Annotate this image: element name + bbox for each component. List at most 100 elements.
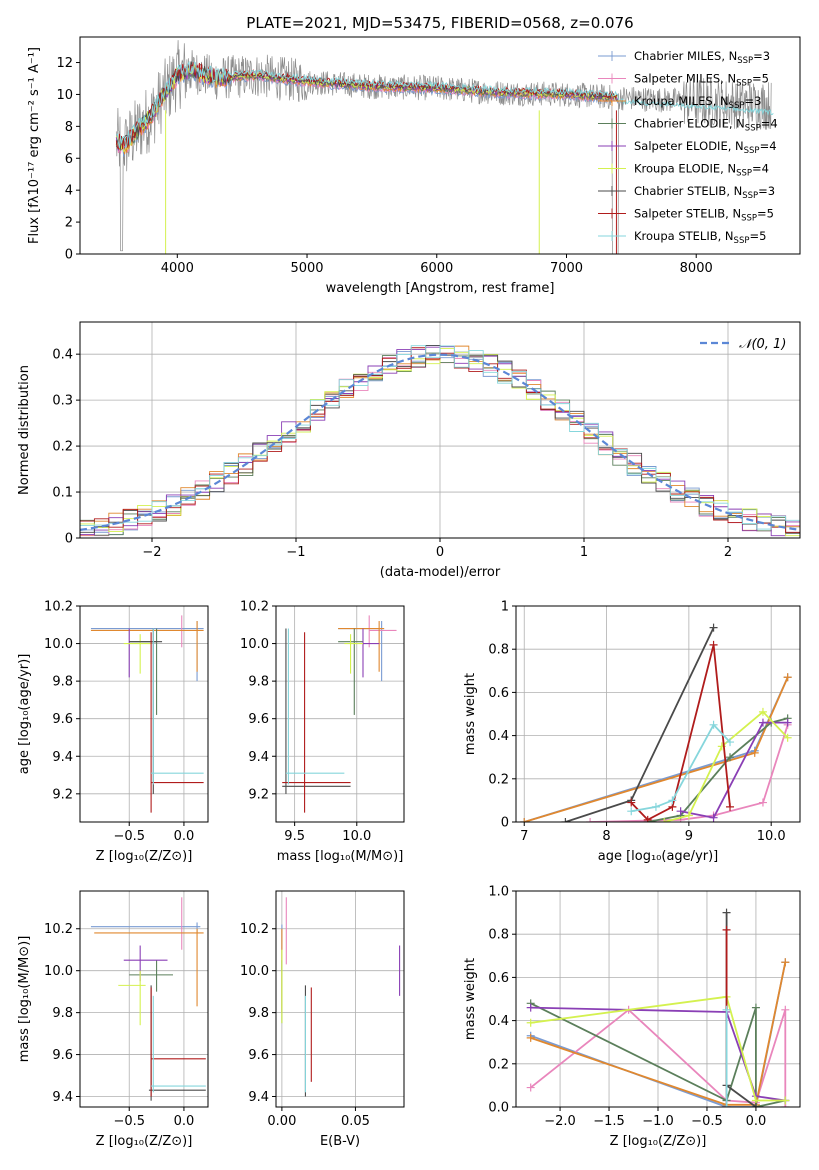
y-tick-label: 1.0 — [488, 885, 509, 900]
mass-weight-line — [565, 627, 715, 822]
mass-weight-point — [781, 958, 790, 967]
y-tick-label: 0.6 — [488, 971, 509, 986]
y-axis-label: age [log₁₀(age/yr)] — [17, 654, 32, 775]
y-tick-label: 9.2 — [248, 787, 269, 802]
mass-weight-line — [530, 995, 786, 1102]
x-tick-label: −0.5 — [113, 1114, 145, 1129]
panel-age_vs_mass: 9.5 10.0 9.2 9.4 9.6 9.8 10.0 10.2 mass [log₁₀(M… — [240, 600, 405, 864]
x-tick-label: 7000 — [550, 261, 583, 276]
panel-massweight_vs_Z: −2.0 −1.5 −1.0 −0.5 0.0 0.0 0.2 0.4 0.6 0.8 1.0 Z [… — [463, 885, 801, 1149]
plot-area — [281, 897, 401, 1097]
chart-title: PLATE=2021, MJD=53475, FIBERID=0568, z=0… — [246, 14, 633, 32]
x-tick-label: 0.0 — [174, 1114, 195, 1129]
x-tick-label: 0.0 — [746, 1114, 767, 1129]
mass-weight-point — [783, 718, 792, 727]
legend-label: Chabrier ELODIE, NSSP=4 — [634, 117, 778, 134]
y-tick-label: 9.6 — [52, 712, 73, 727]
mass-weight-point — [526, 1018, 535, 1027]
axes-frame — [79, 36, 801, 255]
x-tick-label: 4000 — [161, 261, 194, 276]
y-tick-label: 0.0 — [488, 1101, 509, 1116]
y-tick-label: 0.8 — [488, 643, 509, 658]
y-tick-label: 9.4 — [52, 750, 73, 765]
x-tick-label: 9 — [685, 829, 693, 844]
spectrum-model-line — [116, 60, 774, 149]
y-tick-label: 0.2 — [488, 772, 509, 787]
mass-weight-point — [722, 1005, 731, 1014]
mass-weight-point — [758, 798, 767, 807]
plot-area — [520, 623, 792, 822]
y-tick-label: 0.4 — [488, 1014, 509, 1029]
legend-label: 𝒩(0, 1) — [739, 337, 786, 352]
plot-area — [80, 345, 800, 537]
mass-weight-point — [781, 1096, 790, 1105]
y-tick-label: 12 — [56, 56, 73, 71]
x-tick-label: 5000 — [290, 261, 323, 276]
plot-area — [90, 615, 204, 813]
mass-weight-point — [627, 807, 636, 816]
y-tick-label: 10.2 — [240, 600, 269, 615]
y-tick-label: 0 — [65, 248, 73, 263]
x-tick-label: 1 — [580, 545, 588, 560]
mass-weight-point — [750, 748, 759, 757]
legend-label: Salpeter STELIB, NSSP=5 — [634, 207, 774, 224]
y-tick-label: 9.8 — [248, 675, 269, 690]
mass-weight-point — [561, 818, 570, 822]
y-tick-label: 0.2 — [488, 1057, 509, 1072]
y-tick-label: 10 — [56, 88, 73, 103]
mass-weight-point — [751, 1103, 760, 1107]
y-tick-label: 9.6 — [52, 1048, 73, 1063]
y-tick-label: 10.0 — [44, 964, 73, 979]
y-tick-label: 9.8 — [52, 675, 73, 690]
legend-label: Salpeter MILES, NSSP=5 — [634, 72, 769, 89]
x-tick-label: 6000 — [420, 261, 453, 276]
x-tick-label: 7 — [520, 829, 528, 844]
x-tick-label: 8 — [602, 829, 610, 844]
mass-weight-line — [630, 644, 731, 821]
mass-weight-point — [668, 796, 677, 805]
y-tick-label: 10.2 — [44, 922, 73, 937]
mass-weight-point — [726, 753, 735, 762]
mass-weight-point — [676, 807, 685, 816]
axes-frame — [79, 605, 209, 823]
mass-weight-point — [627, 798, 636, 807]
x-tick-label: 10.0 — [342, 829, 371, 844]
x-tick-label: 0.05 — [341, 1114, 370, 1129]
mass-weight-line — [530, 1008, 787, 1107]
mass-weight-point — [751, 1003, 760, 1012]
x-axis-label: mass [log₁₀(M/M⊙)] — [277, 849, 404, 864]
x-axis-label: E(B-V) — [320, 1134, 360, 1149]
x-axis-label: Z [log₁₀(Z/Z⊙)] — [96, 1134, 193, 1149]
mass-weight-point — [526, 1083, 535, 1092]
x-tick-label: −1.5 — [593, 1114, 625, 1129]
legend-label: Chabrier MILES, NSSP=3 — [634, 49, 770, 66]
mass-weight-point — [726, 802, 735, 811]
y-tick-label: 10.0 — [240, 637, 269, 652]
plot-area — [90, 897, 206, 1101]
mass-weight-point — [660, 818, 669, 822]
mass-weight-point — [722, 925, 731, 934]
mass-weight-point — [586, 818, 595, 822]
mass-weight-point — [726, 738, 735, 747]
y-tick-label: 10.0 — [44, 637, 73, 652]
y-tick-label: 9.8 — [52, 1006, 73, 1021]
legend-label: Salpeter ELODIE, NSSP=4 — [634, 139, 777, 156]
axes-frame — [515, 605, 801, 823]
x-tick-label: 0 — [436, 545, 444, 560]
y-tick-label: 8 — [65, 120, 73, 135]
x-tick-label: 9.5 — [284, 829, 305, 844]
mass-weight-point — [709, 720, 718, 729]
mass-weight-point — [709, 623, 718, 632]
y-tick-label: 6 — [65, 152, 73, 167]
mass-weight-line — [680, 721, 788, 819]
y-axis-label: mass weight — [463, 958, 478, 1040]
legend: Chabrier MILES, NSSP=3 Salpeter MILES, NS… — [598, 49, 778, 246]
y-tick-label: 10.2 — [44, 600, 73, 615]
y-tick-label: 9.6 — [248, 1048, 269, 1063]
panel-mass_vs_EBV: 0.00 0.05 9.4 9.6 9.8 10.0 10.2 E(B-V) — [240, 890, 405, 1149]
y-tick-label: 9.4 — [52, 1090, 73, 1105]
x-tick-label: −0.5 — [113, 829, 145, 844]
x-axis-label: (data-model)/error — [380, 565, 501, 580]
y-tick-label: 0.6 — [488, 686, 509, 701]
